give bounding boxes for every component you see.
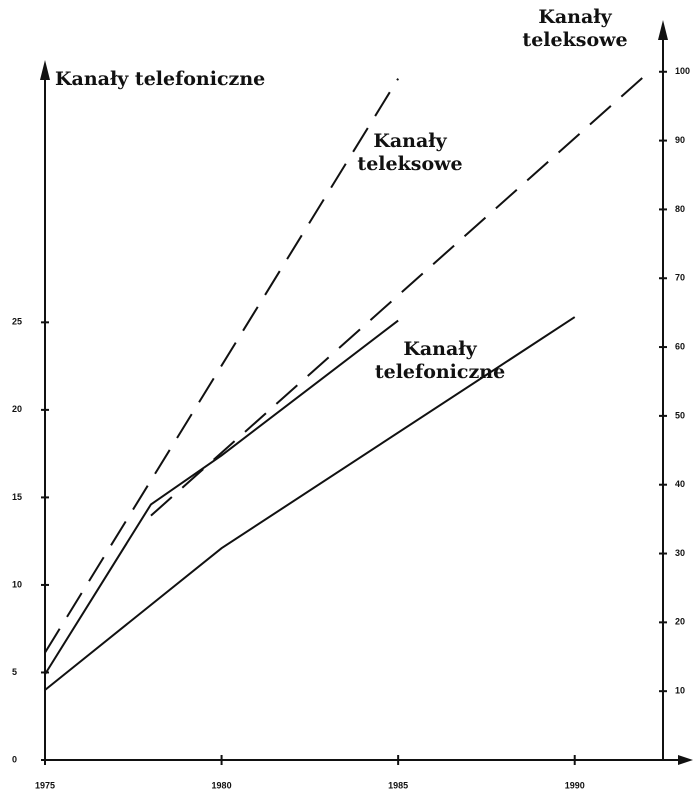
- annotation: Kanały teleksowe: [357, 130, 462, 175]
- y2-tick-label: 10: [675, 686, 685, 696]
- x-tick-label: 1980: [212, 780, 232, 790]
- y2-tick-label: 20: [675, 617, 685, 627]
- y2-tick-label: 50: [675, 410, 685, 420]
- y2-tick-label: 40: [675, 479, 685, 489]
- x-tick-label: 1985: [388, 780, 408, 790]
- y-arrow: [40, 60, 50, 80]
- y-tick-label: 0: [12, 754, 17, 764]
- y2-tick-label: 60: [675, 341, 685, 351]
- series-line: [44, 78, 399, 654]
- y2-tick-label: 80: [675, 204, 685, 214]
- y2-arrow: [658, 20, 668, 40]
- y-tick-label: 25: [12, 317, 22, 327]
- series-line: [150, 74, 647, 517]
- y2-tick-label: 90: [675, 135, 685, 145]
- series-line: [44, 319, 399, 675]
- annotation: Kanały telefoniczne: [375, 338, 505, 383]
- x-tick-label: 1975: [35, 780, 55, 790]
- y2-axis-label: Kanały teleksowe: [522, 6, 627, 51]
- series-line: [44, 316, 576, 691]
- x-tick-label: 1990: [565, 780, 585, 790]
- y-tick-label: 10: [12, 579, 22, 589]
- y-tick-label: 15: [12, 492, 22, 502]
- y-tick-label: 5: [12, 667, 17, 677]
- y-axis-label: Kanały telefoniczne: [55, 68, 265, 90]
- x-arrow: [678, 755, 693, 765]
- y2-tick-label: 30: [675, 548, 685, 558]
- y-tick-label: 20: [12, 404, 22, 414]
- y2-tick-label: 100: [675, 66, 690, 76]
- axes: [44, 35, 685, 761]
- y2-tick-label: 70: [675, 273, 685, 283]
